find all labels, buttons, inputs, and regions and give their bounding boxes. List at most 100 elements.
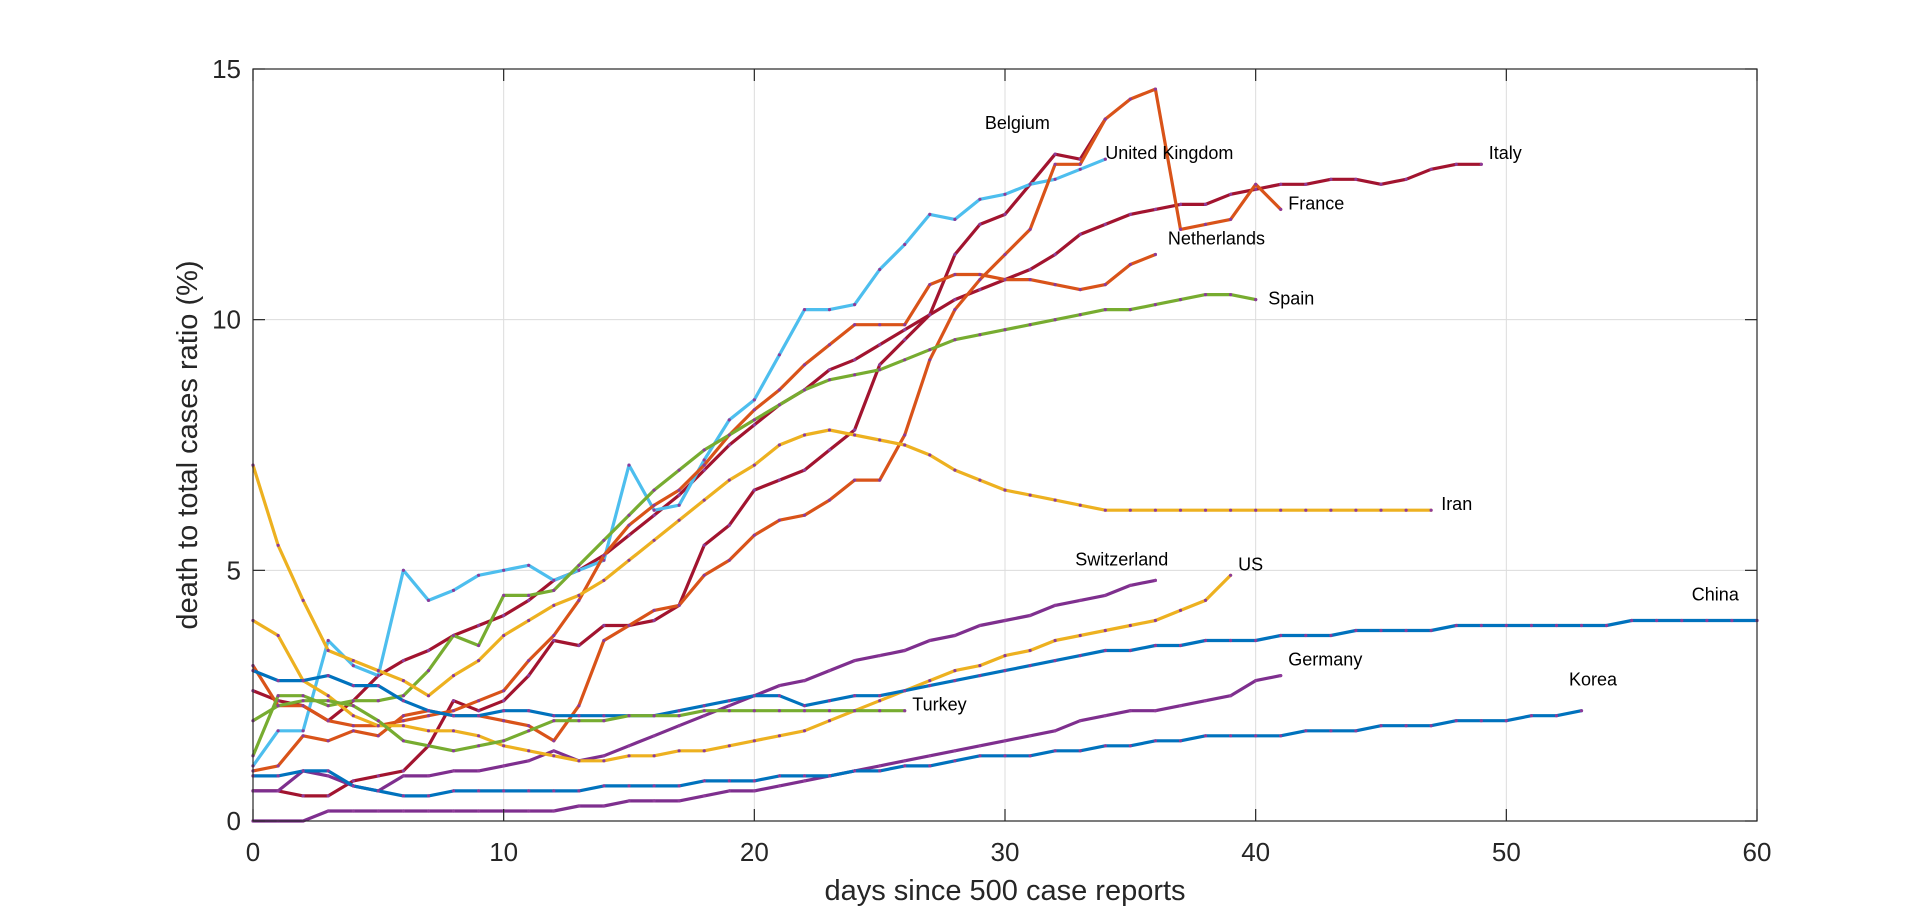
data-point-belgium bbox=[827, 448, 832, 452]
data-point-spain bbox=[426, 669, 431, 673]
data-point-china bbox=[903, 689, 907, 693]
data-point-korea bbox=[1153, 739, 1157, 743]
x-tick-label: 20 bbox=[740, 837, 769, 867]
data-point-italy bbox=[727, 443, 731, 447]
data-point-france bbox=[1128, 97, 1132, 101]
data-point-korea bbox=[376, 789, 380, 793]
data-point-korea bbox=[1078, 749, 1082, 753]
data-point-italy bbox=[1429, 167, 1433, 171]
data-point-italy bbox=[953, 298, 957, 302]
data-point-korea bbox=[1028, 754, 1032, 758]
data-point-spain bbox=[903, 358, 907, 362]
series-line-germany bbox=[251, 673, 1283, 823]
data-point-united-kingdom bbox=[903, 242, 907, 247]
data-point-switzerland bbox=[903, 648, 907, 653]
data-point-netherlands bbox=[878, 323, 882, 327]
data-point-belgium bbox=[301, 794, 305, 798]
data-point-italy bbox=[878, 343, 882, 347]
data-point-us bbox=[928, 679, 932, 683]
data-point-korea bbox=[777, 774, 782, 778]
x-tick-label: 40 bbox=[1241, 837, 1270, 867]
data-point-italy bbox=[1404, 177, 1408, 181]
data-point-italy bbox=[627, 533, 631, 537]
series-points-france bbox=[251, 87, 1283, 773]
data-point-switzerland bbox=[477, 769, 481, 773]
data-point-china bbox=[677, 709, 681, 713]
data-point-switzerland bbox=[827, 669, 832, 673]
data-point-us bbox=[1103, 628, 1107, 633]
data-point-iran bbox=[1178, 508, 1183, 512]
data-point-us bbox=[702, 749, 706, 753]
data-point-us bbox=[1203, 598, 1208, 603]
data-point-netherlands bbox=[301, 704, 305, 708]
data-point-korea bbox=[853, 769, 857, 773]
data-point-switzerland bbox=[1078, 598, 1082, 603]
data-point-iran bbox=[1304, 508, 1308, 512]
data-point-korea bbox=[1404, 724, 1408, 728]
data-point-belgium bbox=[1003, 212, 1007, 216]
data-point-united-kingdom bbox=[627, 463, 631, 467]
data-point-china bbox=[602, 714, 606, 718]
data-point-france bbox=[1178, 227, 1183, 231]
data-point-united-kingdom bbox=[878, 267, 882, 272]
data-point-belgium bbox=[602, 623, 606, 628]
data-point-iran bbox=[1279, 508, 1283, 512]
data-point-united-kingdom bbox=[276, 729, 280, 733]
data-point-korea bbox=[477, 789, 481, 793]
data-point-france bbox=[276, 764, 280, 768]
data-point-switzerland bbox=[1028, 613, 1032, 618]
series-points-germany bbox=[251, 674, 1283, 823]
data-point-china bbox=[827, 699, 832, 703]
data-point-iran bbox=[1128, 508, 1132, 512]
data-point-netherlands bbox=[527, 659, 531, 663]
data-point-france bbox=[326, 739, 330, 743]
data-point-us bbox=[426, 729, 431, 733]
x-tick-label: 30 bbox=[991, 837, 1020, 867]
data-point-france bbox=[903, 433, 907, 437]
data-point-us bbox=[351, 714, 355, 718]
data-point-china bbox=[1554, 623, 1559, 628]
data-point-china bbox=[1529, 623, 1533, 628]
data-point-spain bbox=[827, 378, 832, 382]
data-point-china bbox=[1454, 623, 1458, 628]
data-point-korea bbox=[1003, 754, 1007, 758]
data-point-united-kingdom bbox=[827, 308, 832, 312]
data-point-spain bbox=[1078, 313, 1082, 317]
data-point-china bbox=[1203, 638, 1208, 643]
data-point-italy bbox=[1178, 202, 1183, 206]
data-point-korea bbox=[1279, 734, 1283, 738]
data-point-china bbox=[1078, 654, 1082, 658]
data-point-us bbox=[727, 744, 731, 748]
data-point-netherlands bbox=[552, 633, 556, 638]
data-point-germany bbox=[1128, 709, 1132, 713]
data-point-us bbox=[326, 694, 330, 698]
data-point-turkey bbox=[827, 709, 832, 713]
data-point-germany bbox=[878, 764, 882, 768]
data-point-italy bbox=[1379, 182, 1383, 186]
data-point-china bbox=[376, 684, 380, 688]
data-point-netherlands bbox=[401, 719, 405, 723]
data-point-iran bbox=[502, 633, 506, 638]
data-point-iran bbox=[376, 669, 380, 673]
data-point-spain bbox=[853, 373, 857, 377]
data-point-iran bbox=[1254, 508, 1258, 512]
data-point-korea bbox=[1379, 724, 1383, 728]
data-point-united-kingdom bbox=[527, 563, 531, 567]
data-point-netherlands bbox=[451, 709, 456, 713]
data-point-netherlands bbox=[978, 272, 982, 277]
data-point-iran bbox=[276, 543, 280, 547]
data-point-belgium bbox=[727, 523, 731, 527]
data-point-korea bbox=[1229, 734, 1233, 738]
data-point-korea bbox=[301, 769, 305, 773]
data-point-united-kingdom bbox=[1028, 182, 1032, 186]
data-point-netherlands bbox=[777, 388, 782, 392]
data-point-france bbox=[1078, 162, 1082, 166]
data-point-france bbox=[1153, 87, 1157, 91]
data-point-us bbox=[1229, 573, 1233, 577]
data-point-italy bbox=[677, 493, 681, 497]
y-tick-label: 5 bbox=[227, 555, 241, 585]
data-point-china bbox=[1128, 648, 1132, 653]
data-point-france bbox=[602, 638, 606, 643]
data-point-china bbox=[1429, 628, 1433, 633]
